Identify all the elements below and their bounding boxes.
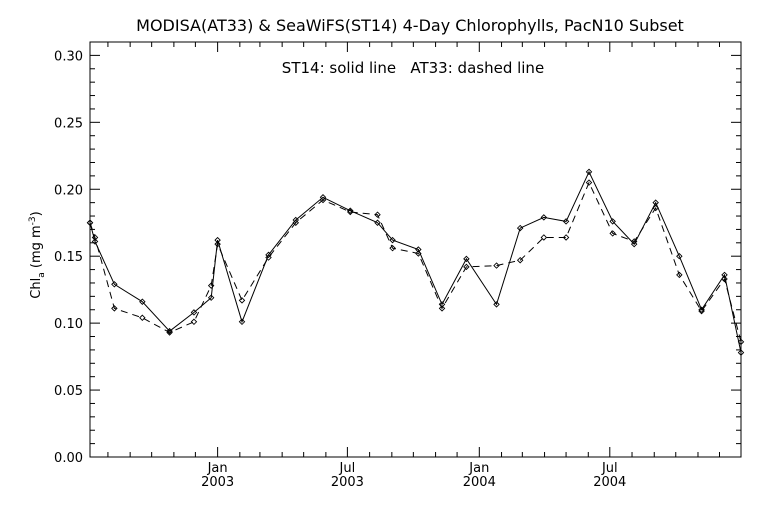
data-point-st14 xyxy=(139,298,146,305)
data-point-st14 xyxy=(463,255,470,263)
data-point-st14 xyxy=(737,349,745,356)
y-tick-label: 0.20 xyxy=(54,183,83,198)
chart-title: MODISA(AT33) & SeaWiFS(ST14) 4-Day Chlor… xyxy=(136,16,684,35)
data-point-at33 xyxy=(585,179,593,186)
plot-frame xyxy=(89,41,742,458)
data-point-at33 xyxy=(516,256,524,264)
data-point-at33 xyxy=(214,240,221,248)
data-point-at33 xyxy=(463,263,470,271)
data-point-at33 xyxy=(721,275,728,283)
data-point-at33 xyxy=(652,204,659,212)
data-point-at33 xyxy=(91,234,99,241)
data-point-at33 xyxy=(166,329,173,336)
y-tick-label: 0.15 xyxy=(54,250,83,265)
data-point-st14 xyxy=(190,309,198,316)
data-point-at33 xyxy=(562,234,570,241)
data-point-at33 xyxy=(609,230,616,237)
x-tick-label-month: Jan xyxy=(207,461,228,476)
data-point-at33 xyxy=(374,211,381,218)
data-point-at33 xyxy=(698,307,705,315)
data-point-st14 xyxy=(238,318,246,326)
x-tick-label-year: 2003 xyxy=(331,475,364,490)
chart-annotation: ST14: solid line AT33: dashed line xyxy=(282,59,544,77)
y-tick-label: 0.25 xyxy=(54,116,83,131)
data-point-at33 xyxy=(265,254,272,261)
data-point-st14 xyxy=(609,218,616,225)
data-point-st14 xyxy=(111,281,118,288)
data-point-at33 xyxy=(737,338,745,346)
data-point-st14 xyxy=(585,168,593,176)
data-point-at33 xyxy=(111,305,118,312)
y-axis-label-sup: -3 xyxy=(28,216,38,225)
plot-area: 0.000.050.100.150.200.250.30Jan2003Jul20… xyxy=(54,41,745,490)
y-axis-label-main: Chl xyxy=(29,278,44,299)
x-tick-label-year: 2004 xyxy=(463,475,496,490)
data-point-at33 xyxy=(319,196,327,204)
data-point-st14 xyxy=(166,327,173,335)
y-axis-label-close: ) xyxy=(29,211,44,216)
x-tick-label-year: 2003 xyxy=(201,475,234,490)
y-axis-label-units: (mg m xyxy=(29,225,44,272)
data-point-st14 xyxy=(207,294,215,301)
data-point-at33 xyxy=(347,208,354,216)
y-axis-label: Chla (mg m-3) xyxy=(28,211,47,298)
data-point-st14 xyxy=(415,246,422,253)
data-point-st14 xyxy=(562,218,570,225)
x-tick-label-month: Jan xyxy=(468,461,489,476)
data-point-st14 xyxy=(721,271,728,279)
data-point-at33 xyxy=(139,314,146,322)
y-tick-label: 0.00 xyxy=(54,451,83,466)
data-point-at33 xyxy=(207,282,215,289)
data-point-at33 xyxy=(86,219,94,226)
data-point-at33 xyxy=(493,262,500,269)
data-point-st14 xyxy=(630,240,638,248)
data-point-at33 xyxy=(540,234,548,241)
series-line-st14 xyxy=(89,170,742,353)
data-point-st14 xyxy=(516,224,524,232)
x-tick-label-month: Jul xyxy=(601,461,618,476)
data-point-at33 xyxy=(438,305,446,312)
data-point-st14 xyxy=(91,238,99,245)
y-axis-label-sub: a xyxy=(37,272,47,278)
data-point-st14 xyxy=(347,207,354,214)
data-point-at33 xyxy=(415,250,422,257)
data-point-at33 xyxy=(292,219,300,226)
y-tick-label: 0.10 xyxy=(54,317,83,332)
svg-text:Chla (mg m-3): Chla (mg m-3) xyxy=(28,211,47,298)
y-tick-label: 0.05 xyxy=(54,384,83,399)
data-point-at33 xyxy=(238,297,246,304)
data-point-st14 xyxy=(389,236,396,244)
data-point-st14 xyxy=(493,301,500,308)
y-tick-label: 0.30 xyxy=(54,49,83,64)
data-point-st14 xyxy=(540,214,548,221)
data-point-st14 xyxy=(374,219,381,226)
data-point-at33 xyxy=(190,318,198,326)
data-point-st14 xyxy=(265,251,272,259)
x-tick-label-year: 2004 xyxy=(593,475,626,490)
data-point-at33 xyxy=(389,244,396,252)
data-point-st14 xyxy=(676,252,683,260)
data-point-at33 xyxy=(676,271,683,279)
data-point-st14 xyxy=(214,236,221,244)
series-line-at33 xyxy=(89,181,742,343)
data-point-at33 xyxy=(630,238,638,245)
x-tick-label-month: Jul xyxy=(339,461,356,476)
